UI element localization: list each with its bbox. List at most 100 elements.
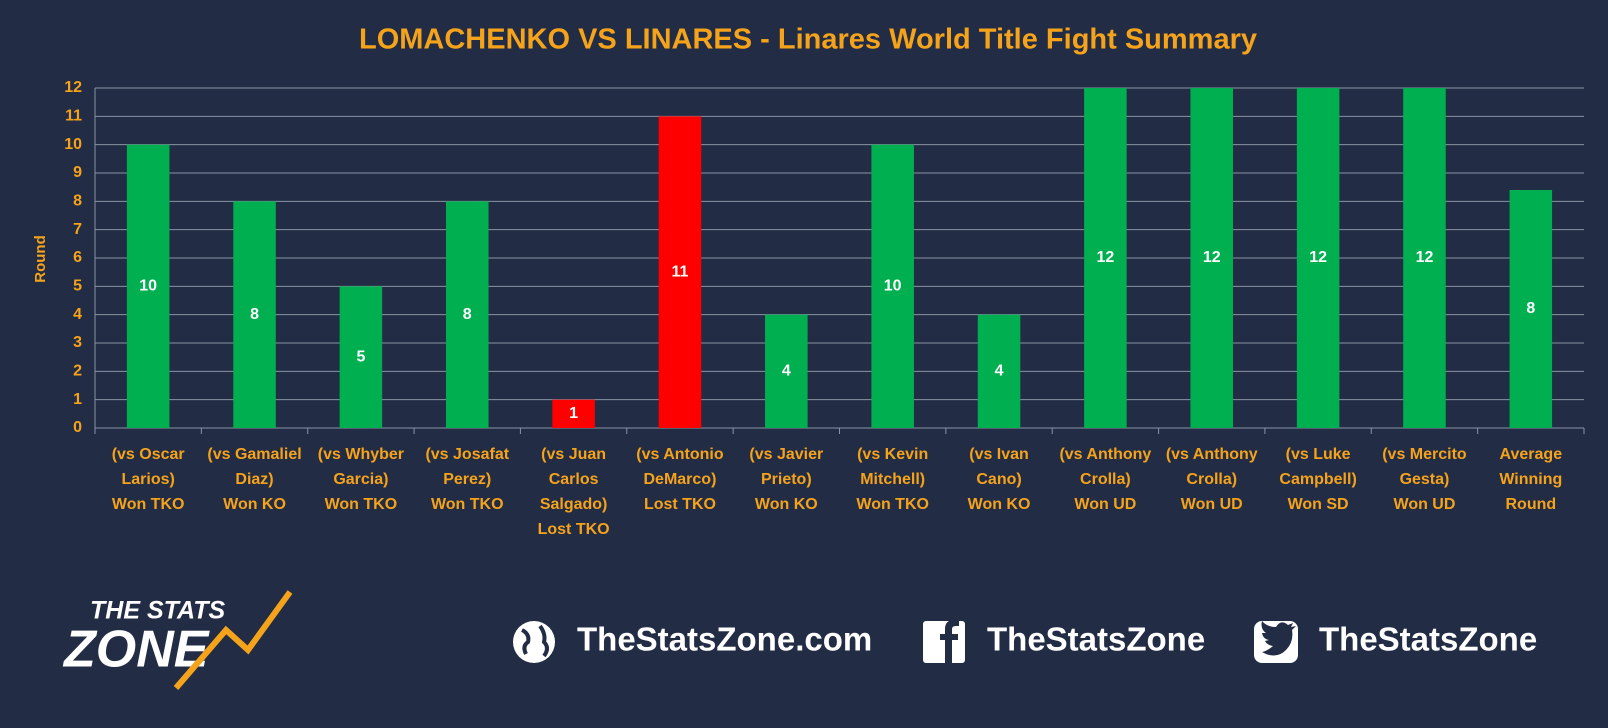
- value-label: 12: [1309, 249, 1327, 266]
- x-tick-label: (vs Antonio DeMarco) Lost TKO: [636, 446, 724, 513]
- logo-top: THE STATS: [90, 597, 226, 625]
- x-tick-label-line: Round: [1505, 496, 1556, 513]
- x-tick-label-line: Diaz): [235, 471, 273, 488]
- x-tick-label-line: (vs Javier: [749, 446, 823, 463]
- y-tick-label: 0: [73, 419, 82, 436]
- facebook-icon: [923, 621, 965, 663]
- value-label: 4: [782, 363, 791, 380]
- value-label: 12: [1096, 249, 1114, 266]
- x-tick-label-line: Campbell): [1279, 471, 1356, 488]
- globe-icon: [513, 621, 555, 663]
- bar: [233, 201, 276, 428]
- x-tick-label-line: Mitchell): [860, 471, 925, 488]
- facebook: TheStatsZone: [987, 621, 1205, 658]
- x-tick-label-line: (vs Antonio: [636, 446, 724, 463]
- y-tick-label: 2: [73, 363, 82, 380]
- x-tick-label-line: Garcia): [333, 471, 388, 488]
- x-tick-label-line: (vs Kevin: [857, 446, 928, 463]
- y-axis-label: Round: [32, 235, 49, 282]
- x-tick-label-line: Average: [1500, 446, 1563, 463]
- x-tick-label-line: (vs Gamaliel: [207, 446, 301, 463]
- twitter-bird: [1261, 621, 1296, 656]
- x-tick-label-line: Won TKO: [112, 496, 185, 513]
- x-tick-label-line: Carlos: [549, 471, 599, 488]
- x-tick-label: (vs Mercito Gesta) Won UD: [1382, 446, 1467, 513]
- x-tick-label: (vs Anthony Crolla) Won UD: [1059, 446, 1151, 513]
- x-tick-label-line: Cano): [976, 471, 1021, 488]
- x-tick-label: (vs Ivan Cano) Won KO: [968, 446, 1031, 513]
- globe-detail: [521, 624, 549, 658]
- twitter: TheStatsZone: [1319, 621, 1537, 658]
- value-label: 8: [463, 306, 472, 323]
- x-tick-label-line: (vs Oscar: [112, 446, 185, 463]
- x-tick-label-line: Won TKO: [856, 496, 929, 513]
- x-tick-label-line: Lost TKO: [644, 496, 716, 513]
- value-label: 5: [356, 348, 365, 365]
- x-tick-label-line: DeMarco): [644, 471, 717, 488]
- footer: THE STATS ZONE TheStatsZone.com TheStats…: [62, 590, 1537, 690]
- x-tick-label: (vs Javier Prieto) Won KO: [749, 446, 823, 513]
- x-tick-label-line: Crolla): [1080, 471, 1131, 488]
- x-tick-label-line: (vs Juan: [541, 446, 606, 463]
- y-tick-label: 3: [73, 334, 82, 351]
- chart-title: LOMACHENKO VS LINARES - Linares World Ti…: [359, 24, 1257, 56]
- bar: [339, 286, 383, 428]
- value-label: 8: [250, 306, 259, 323]
- value-label: 4: [995, 363, 1004, 380]
- facebook-f: [940, 620, 959, 663]
- y-tick-label: 6: [73, 249, 82, 266]
- bar: [658, 116, 702, 428]
- value-label: 12: [1416, 249, 1434, 266]
- bar: [552, 399, 595, 428]
- y-tick-label: 10: [64, 136, 82, 153]
- y-tick-label: 12: [64, 79, 82, 96]
- x-tick-label-line: (vs Josafat: [425, 446, 509, 463]
- x-tick-label: (vs Josafat Perez) Won TKO: [425, 446, 509, 513]
- x-tick-label-line: (vs Anthony: [1059, 446, 1151, 463]
- x-tick-label-line: Won UD: [1074, 496, 1136, 513]
- logo-swoosh: [173, 590, 293, 690]
- x-tick-label-line: Won SD: [1288, 496, 1349, 513]
- x-tick-label: (vs Kevin Mitchell) Won TKO: [856, 446, 929, 513]
- x-tick-label-line: Won KO: [968, 496, 1031, 513]
- x-tick-label-line: (vs Whyber: [318, 446, 404, 463]
- x-tick-label-line: Prieto): [761, 471, 812, 488]
- y-tick-label: 4: [73, 306, 82, 323]
- x-tick-label: (vs Luke Campbell) Won SD: [1279, 446, 1356, 513]
- x-tick-label-line: Lost TKO: [538, 521, 610, 538]
- bar: [445, 201, 489, 428]
- x-tick-label-line: Salgado): [540, 496, 608, 513]
- value-label: 8: [1526, 300, 1535, 317]
- x-tick-label-line: Won KO: [223, 496, 286, 513]
- x-tick-label-line: Perez): [443, 471, 491, 488]
- bar: [1084, 88, 1127, 428]
- y-tick-label: 7: [73, 221, 82, 238]
- x-tick-label: (vs Oscar Larios) Won TKO: [112, 446, 185, 513]
- x-tick-label-line: Won KO: [755, 496, 818, 513]
- bar: [871, 144, 914, 428]
- x-tick-label-line: Gesta): [1400, 471, 1450, 488]
- x-tick-label-line: Larios): [122, 471, 175, 488]
- value-label: 11: [672, 263, 689, 280]
- x-tick-label-line: Won TKO: [431, 496, 504, 513]
- bar: [1190, 88, 1234, 428]
- y-tick-label: 5: [73, 278, 82, 295]
- x-tick-label-line: (vs Anthony: [1166, 446, 1258, 463]
- x-tick-label: Average Winning Round: [1499, 446, 1562, 513]
- x-tick-label-line: (vs Luke: [1286, 446, 1351, 463]
- x-tick-label: (vs Gamaliel Diaz) Won KO: [207, 446, 301, 513]
- bar: [126, 144, 170, 428]
- x-tick-label-line: Winning: [1499, 471, 1562, 488]
- y-tick-label: 9: [73, 164, 82, 181]
- value-label: 12: [1203, 249, 1221, 266]
- logo-bottom: ZONE: [62, 621, 210, 679]
- x-tick-label: (vs Juan Carlos Salgado) Lost TKO: [538, 446, 610, 538]
- x-tick-label-line: Won TKO: [325, 496, 398, 513]
- x-tick-label-line: (vs Mercito: [1382, 446, 1467, 463]
- bar: [1509, 190, 1553, 428]
- y-tick-label: 11: [65, 108, 82, 125]
- value-label: 1: [569, 405, 578, 422]
- value-label: 10: [884, 278, 902, 295]
- bar: [765, 314, 808, 428]
